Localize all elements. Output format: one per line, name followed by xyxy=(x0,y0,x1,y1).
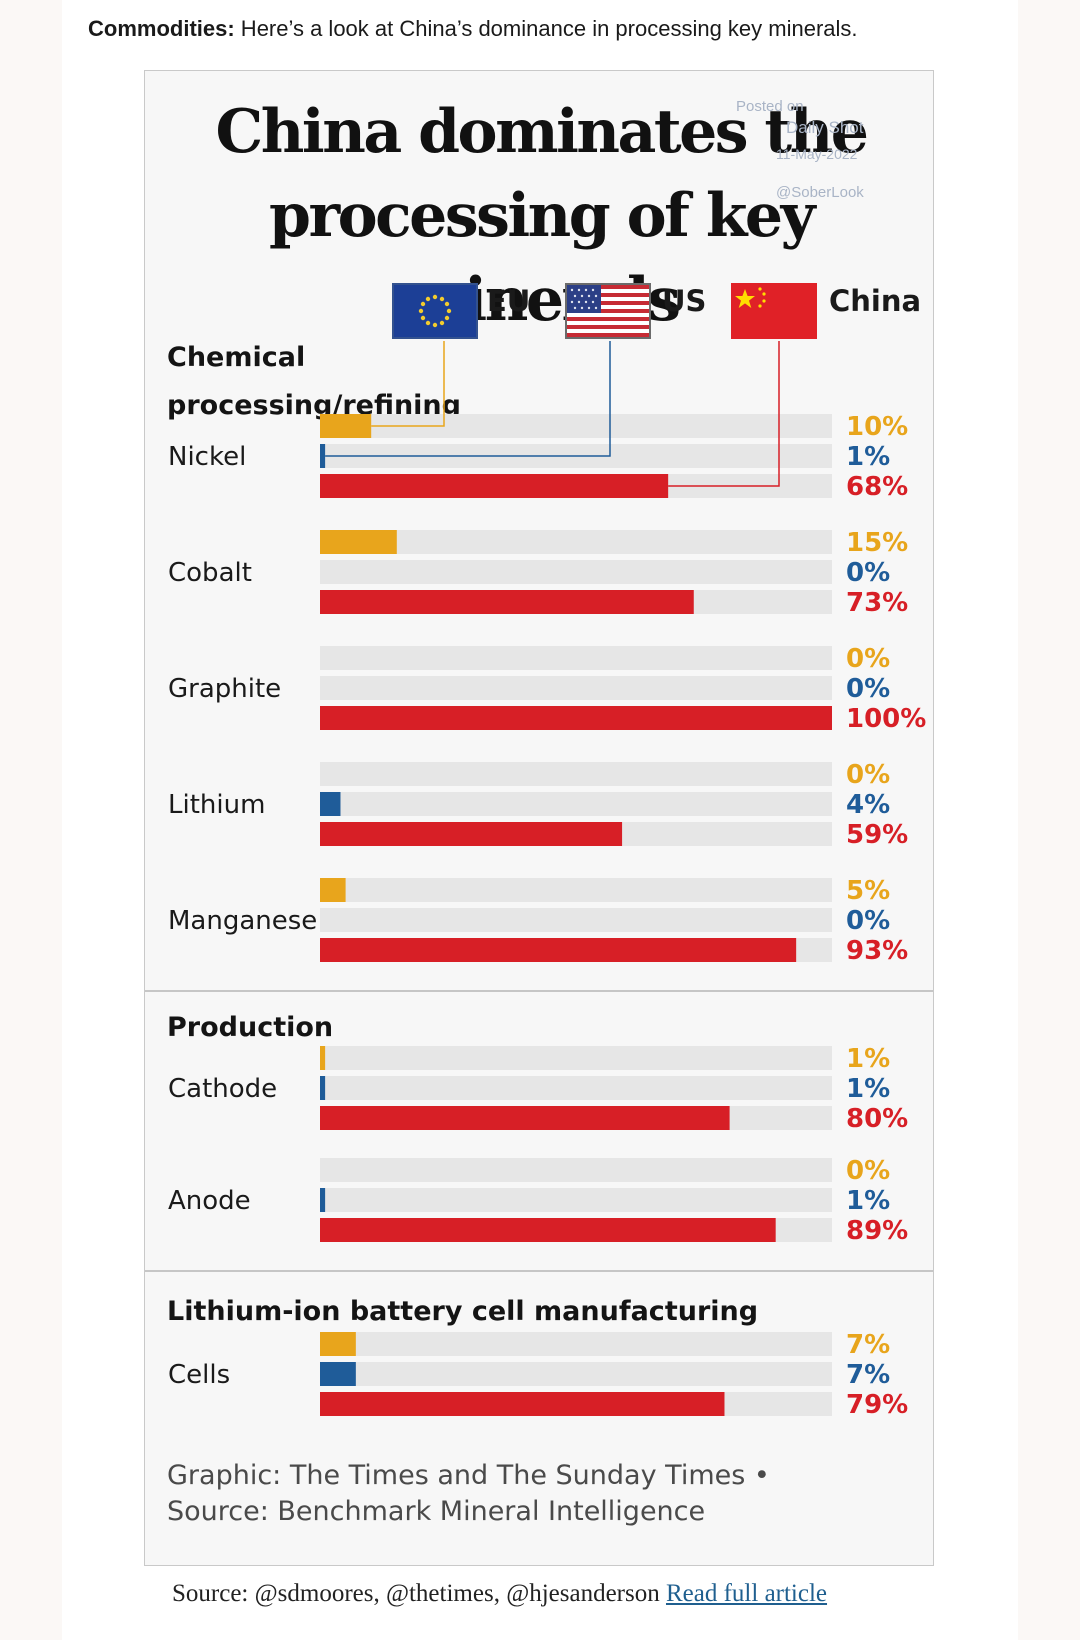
value-label-us-lithium: 4% xyxy=(846,790,890,820)
watermark-posted: Posted on xyxy=(736,98,804,115)
value-label-china-nickel: 68% xyxy=(846,472,908,502)
watermark-daily-shot: Daily Shot xyxy=(786,118,864,137)
bar-china-cobalt xyxy=(320,590,694,614)
eu-flag-icon xyxy=(392,283,478,339)
bar-track xyxy=(320,530,832,554)
section-heading-production: Production xyxy=(167,1012,334,1043)
value-label-china-anode: 89% xyxy=(846,1216,908,1246)
bar-us-cathode xyxy=(320,1076,326,1100)
bar-eu-cathode xyxy=(320,1046,326,1070)
category-label-cobalt: Cobalt xyxy=(168,558,252,588)
read-full-article-link[interactable]: Read full article xyxy=(665,1580,828,1607)
bar-track xyxy=(320,646,832,670)
value-label-eu-graphite: 0% xyxy=(846,644,890,674)
intro-lead: Commodities: xyxy=(88,16,235,41)
source-line: Source: @sdmoores, @thetimes, @hjesander… xyxy=(172,1580,952,1608)
bar-track xyxy=(320,560,832,584)
category-label-graphite: Graphite xyxy=(168,674,281,704)
us-flag-icon xyxy=(565,283,651,339)
value-label-china-graphite: 100% xyxy=(846,704,926,734)
bar-china-nickel xyxy=(320,474,669,498)
value-label-us-cobalt: 0% xyxy=(846,558,890,588)
bar-eu-cobalt xyxy=(320,530,397,554)
value-label-eu-nickel: 10% xyxy=(846,412,908,442)
intro-body: Here’s a look at China’s dominance in pr… xyxy=(234,16,858,41)
bar-eu-cells xyxy=(320,1332,356,1356)
source-text: Source: @sdmoores, @thetimes, @hjesander… xyxy=(172,1580,666,1607)
category-label-anode: Anode xyxy=(168,1186,251,1216)
bar-us-anode xyxy=(320,1188,326,1212)
value-label-eu-anode: 0% xyxy=(846,1156,890,1186)
value-label-us-graphite: 0% xyxy=(846,674,890,704)
eu-star-ring xyxy=(418,294,452,328)
value-label-us-cathode: 1% xyxy=(846,1074,890,1104)
section-divider xyxy=(145,1270,933,1272)
bar-china-anode xyxy=(320,1218,776,1242)
section-heading-cells: Lithium-ion battery cell manufacturing xyxy=(167,1296,759,1327)
bar-track xyxy=(320,908,832,932)
value-label-china-cells: 79% xyxy=(846,1390,908,1420)
value-label-eu-manganese: 5% xyxy=(846,876,890,906)
graphic-credit: Graphic: The Times and The Sunday Times … xyxy=(167,1458,770,1530)
value-label-china-manganese: 93% xyxy=(846,936,908,966)
value-label-us-nickel: 1% xyxy=(846,442,890,472)
bar-track xyxy=(320,1076,832,1100)
value-label-china-lithium: 59% xyxy=(846,820,908,850)
bar-track xyxy=(320,1046,832,1070)
value-label-eu-lithium: 0% xyxy=(846,760,890,790)
value-label-us-cells: 7% xyxy=(846,1360,890,1390)
eu-flag-stars xyxy=(418,294,452,328)
bar-china-cathode xyxy=(320,1106,730,1130)
bar-track xyxy=(320,792,832,816)
bar-china-manganese xyxy=(320,938,797,962)
value-label-eu-cells: 7% xyxy=(846,1330,890,1360)
legend-china-label: China xyxy=(829,284,922,318)
bar-track xyxy=(320,878,832,902)
value-label-us-manganese: 0% xyxy=(846,906,890,936)
bar-track xyxy=(320,676,832,700)
category-label-nickel: Nickel xyxy=(168,442,246,472)
category-label-lithium: Lithium xyxy=(168,790,265,820)
category-label-cells: Cells xyxy=(168,1360,230,1390)
intro-text: Commodities: Here’s a look at China’s do… xyxy=(88,14,858,44)
bar-china-cells xyxy=(320,1392,725,1416)
china-flag-icon xyxy=(731,283,817,339)
bar-eu-manganese xyxy=(320,878,346,902)
bar-track xyxy=(320,1362,832,1386)
legend-us-label: US xyxy=(662,284,707,318)
section-divider xyxy=(145,990,933,992)
bar-track xyxy=(320,1158,832,1182)
watermark-date: 11-May-2022 xyxy=(776,146,858,162)
bar-track xyxy=(320,1188,832,1212)
us-flag-graphic xyxy=(567,285,649,337)
watermark-handle: @SoberLook xyxy=(776,184,864,201)
bar-china-lithium xyxy=(320,822,623,846)
bar-us-nickel xyxy=(320,444,326,468)
chart-title-line1: China dominates the xyxy=(215,97,869,167)
bar-us-lithium xyxy=(320,792,341,816)
bar-us-cells xyxy=(320,1362,356,1386)
graphic-credit-line1: Graphic: The Times and The Sunday Times … xyxy=(167,1460,770,1491)
value-label-eu-cobalt: 15% xyxy=(846,528,908,558)
leader-line-eu xyxy=(371,341,445,427)
value-label-china-cobalt: 73% xyxy=(846,588,908,618)
china-flag-stars xyxy=(735,287,766,308)
bar-track xyxy=(320,1332,832,1356)
value-label-china-cathode: 80% xyxy=(846,1104,908,1134)
leader-line-us xyxy=(325,341,611,457)
leader-line-china xyxy=(668,341,780,487)
category-label-cathode: Cathode xyxy=(168,1074,277,1104)
value-label-eu-cathode: 1% xyxy=(846,1044,890,1074)
graphic-credit-line2: Source: Benchmark Mineral Intelligence xyxy=(167,1496,706,1527)
bar-eu-nickel xyxy=(320,414,372,438)
category-label-manganese: Manganese xyxy=(168,906,317,936)
legend-eu-label: EU xyxy=(487,284,531,318)
bar-track xyxy=(320,762,832,786)
value-label-us-anode: 1% xyxy=(846,1186,890,1216)
bar-china-graphite xyxy=(320,706,832,730)
